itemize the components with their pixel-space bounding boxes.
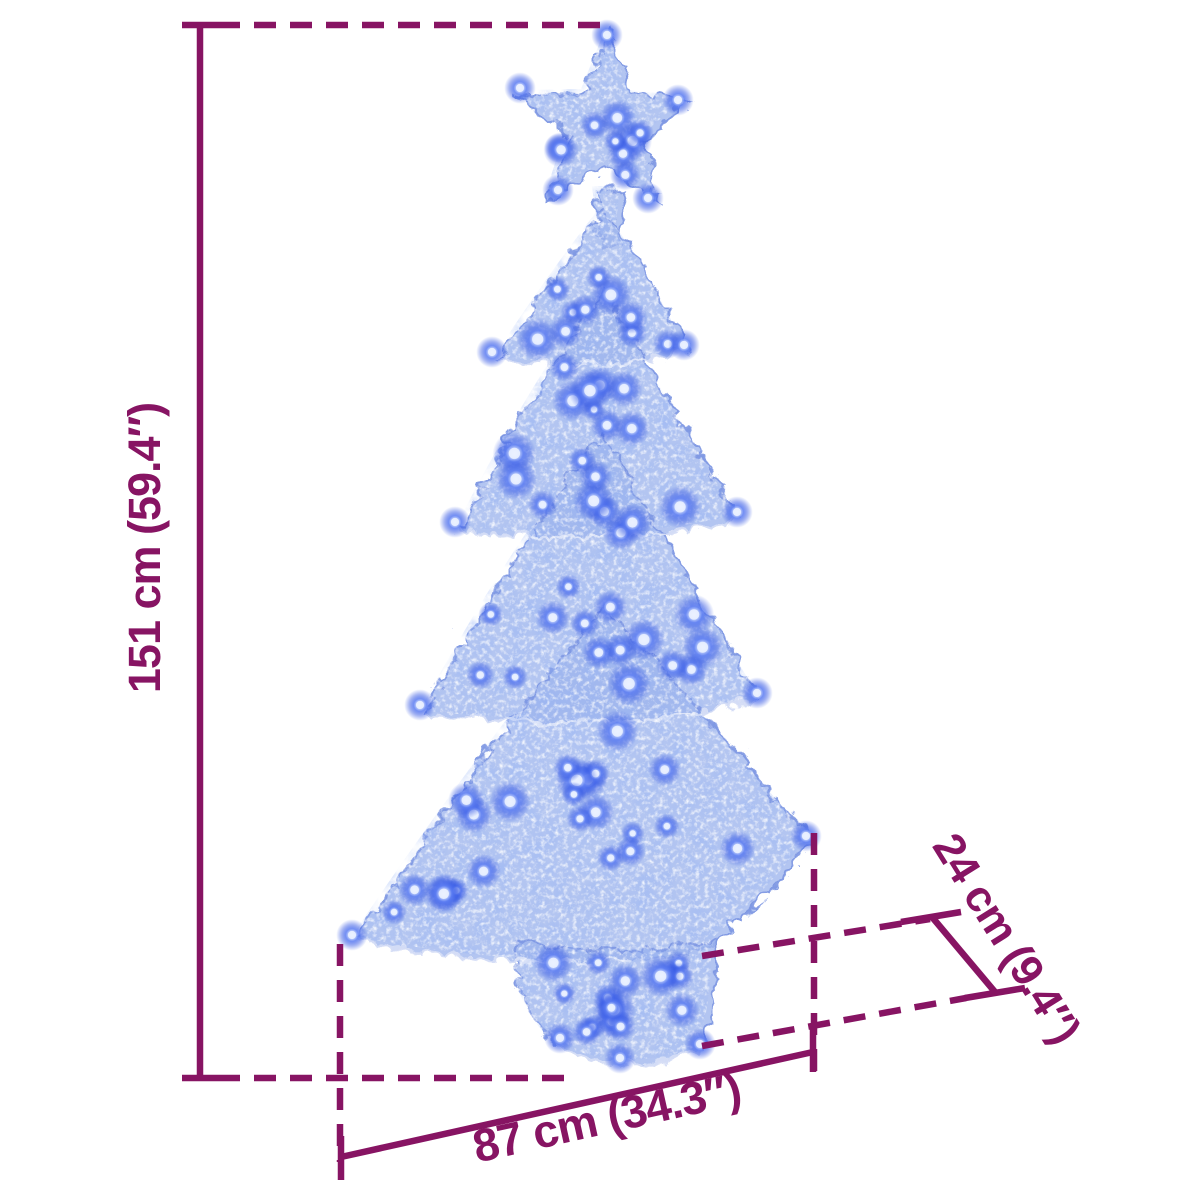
led-dot-core [605,289,617,301]
led-dot-core [576,815,584,823]
led-dot-core [553,185,563,195]
depth-dimension-line [929,914,998,995]
led-dot-core [548,613,558,623]
led-dot-core [663,822,671,830]
led-dot-core [580,619,589,628]
led-dot-core [561,327,570,336]
depth-bottom-tick [964,984,1026,1002]
led-dot-core [594,648,604,657]
led-dot-core [752,688,762,698]
led-dot-core [581,305,590,314]
led-dot-core [508,447,521,460]
led-dot-core [612,138,619,145]
height-dimension [182,21,600,1082]
led-dot-core [620,976,630,986]
led-dot-core [595,274,602,281]
led-dot-core [504,796,516,807]
led-dot-core [390,908,398,916]
depth-top-tick [900,908,962,926]
led-dot-core [556,145,566,155]
led-dot-core [560,363,569,372]
led-dot-core [590,121,599,130]
led-dot-core [615,645,625,655]
depth-top-extension-dashed [701,915,931,960]
led-dot-core [621,170,630,179]
led-dot-core [461,795,472,805]
height-dimension-label: 151 cm (59.4″) [119,403,170,693]
led-dot-core [801,831,811,841]
led-dot-core [607,854,615,862]
led-dot-core [570,791,578,798]
led-dot-core [616,1022,625,1031]
led-dot-core [673,95,683,105]
led-dot-core [532,333,544,345]
led-dot-core [638,634,650,646]
led-dot-core [679,340,689,350]
led-dot-core [548,957,559,968]
led-dot-core [415,700,425,710]
led-dot-core [611,725,623,737]
led-dot-core [655,970,667,982]
led-dot-core [627,423,637,434]
led-dot-core [511,673,519,681]
led-dot-core [487,347,497,357]
led-dot-core [626,313,636,322]
led-dot-core [476,671,484,679]
led-dot-core [732,507,742,517]
led-dot-core [594,959,602,967]
width-dimension [336,833,818,1180]
led-dot-core [629,830,636,837]
led-dot-core [578,456,587,465]
led-dot-core [688,609,700,620]
width-dimension-line [340,1048,814,1161]
led-dot-core [674,501,686,513]
led-dot-core [515,83,525,93]
led-dot-core [643,193,653,203]
led-dot-core [487,611,495,618]
christmas-tree-illustration [336,19,822,1074]
led-dot-core [588,495,600,507]
led-dot-core [584,385,596,397]
led-dot-core [554,285,561,293]
led-dot-core [677,1005,687,1015]
led-dot-core [732,843,743,854]
led-dot-core [582,1028,591,1036]
led-dot-core [438,888,449,899]
depth-dimension [701,908,1026,1050]
led-dot-core [565,583,572,590]
led-dot-core [619,383,629,394]
led-dot-core [590,807,601,818]
led-dot-core [615,1053,625,1063]
led-dot-core [660,765,670,774]
led-dot-core [627,517,638,528]
led-dot-core [555,1033,565,1043]
led-dot-core [450,517,460,527]
led-dot-core [561,990,568,997]
led-dot-core [591,472,600,482]
led-dot-core [668,661,678,670]
led-dot-core [636,129,644,137]
led-dot-core [697,641,709,653]
depth-bottom-extension-dashed [701,994,967,1050]
led-dot-core [623,677,635,690]
led-dot-core [410,885,419,895]
led-dot-core [347,930,357,940]
led-dot-core [602,420,612,430]
led-dot-core [612,113,623,123]
led-dot-core [510,473,522,485]
led-dot-core [607,1003,616,1012]
led-dot-core [564,763,572,772]
led-dot-core [479,866,489,876]
led-lights-layer [336,19,822,1074]
led-dot-core [606,602,615,612]
led-dot-core [538,500,547,509]
led-dot-core [602,30,612,40]
led-dot-core [626,847,635,856]
